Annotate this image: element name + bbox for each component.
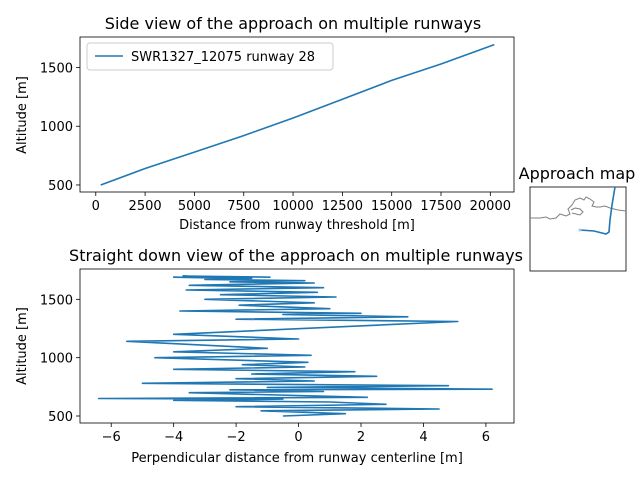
- x-tick-label: 12500: [322, 199, 363, 214]
- map-runway-marker: [578, 228, 582, 232]
- x-tick-label: 0: [294, 430, 302, 445]
- x-tick-label: 0: [92, 199, 100, 214]
- y-tick-label: 1000: [40, 352, 73, 367]
- x-tick-label: −4: [164, 430, 183, 445]
- down-view-axes-frame: [79, 268, 515, 424]
- side-view-plot-area: [79, 36, 515, 193]
- side-view-legend: SWR1327_12075 runway 28: [86, 42, 334, 71]
- x-tick-label: 2500: [129, 199, 162, 214]
- side-view-ylabel: Altitude [m]: [15, 76, 30, 154]
- map-flight-track: [579, 187, 616, 235]
- y-tick-label: 1500: [40, 62, 73, 77]
- y-tick-label: 500: [48, 410, 73, 425]
- side-view-axes-frame: [79, 36, 515, 193]
- approach-map: Approach map: [519, 164, 636, 272]
- x-tick-label: 2: [357, 430, 365, 445]
- x-tick-label: 6: [482, 430, 490, 445]
- map-coastline-inner: [570, 207, 584, 216]
- x-tick-label: 10000: [272, 199, 313, 214]
- approach-map-title: Approach map: [519, 164, 636, 183]
- down-view-plot-area: [79, 268, 515, 424]
- down-view-ylabel: Altitude [m]: [15, 307, 30, 385]
- x-tick-label: 17500: [420, 199, 461, 214]
- approach-map-frame: [529, 186, 627, 272]
- x-tick-label: −6: [102, 430, 121, 445]
- map-coastline: [530, 196, 626, 220]
- side-view-xlabel: Distance from runway threshold [m]: [179, 218, 415, 233]
- x-tick-label: 5000: [178, 199, 211, 214]
- x-tick-label: 15000: [371, 199, 412, 214]
- down-view-xlabel: Perpendicular distance from runway cente…: [131, 451, 463, 466]
- y-tick-label: 1500: [40, 293, 73, 308]
- x-tick-label: 7500: [227, 199, 260, 214]
- x-tick-label: 20000: [470, 199, 511, 214]
- down-view-title: Straight down view of the approach on mu…: [69, 246, 523, 265]
- side-view-x-ticks: 0 2500 5000 7500 10000 12500 15000 17500 20000: [92, 192, 511, 214]
- series-line: [100, 43, 495, 186]
- x-tick-label: −2: [227, 430, 246, 445]
- side-view-y-ticks: 500 1000 1500: [40, 62, 80, 194]
- down-view-chart: Straight down view of the approach on mu…: [15, 246, 523, 466]
- legend-label: SWR1327_12075 runway 28: [131, 50, 315, 65]
- down-view-y-ticks: 500 1000 1500: [40, 293, 80, 425]
- x-tick-label: 4: [419, 430, 427, 445]
- y-tick-label: 1000: [40, 120, 73, 135]
- side-view-chart: Side view of the approach on multiple ru…: [15, 14, 515, 233]
- y-tick-label: 500: [48, 179, 73, 194]
- legend-box: [86, 42, 334, 71]
- side-view-title: Side view of the approach on multiple ru…: [105, 14, 481, 33]
- series-line: [97, 275, 493, 417]
- down-view-x-ticks: −6 −4 −2 0 2 4 6: [102, 423, 490, 445]
